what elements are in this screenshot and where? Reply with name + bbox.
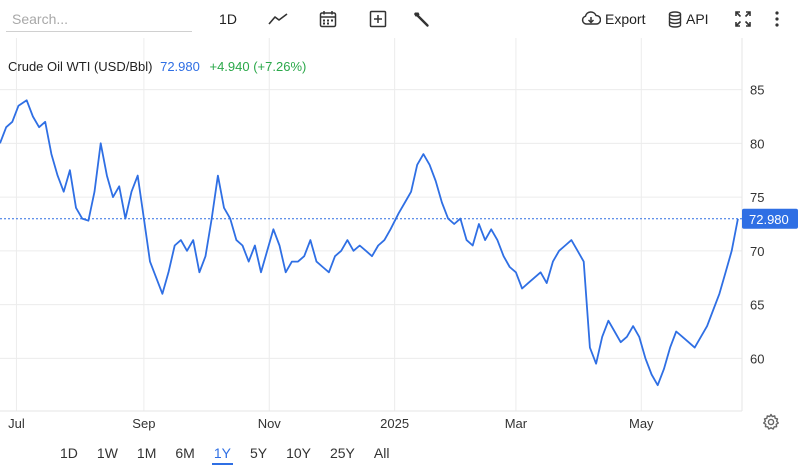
menu-button[interactable] [770, 8, 784, 30]
x-tick-label: Sep [132, 416, 155, 431]
wrench-icon [414, 12, 429, 27]
price-tag-label: 72.980 [749, 212, 789, 227]
y-tick-label: 75 [750, 190, 764, 205]
y-tick-label: 65 [750, 298, 764, 313]
add-indicator-button[interactable] [367, 8, 389, 30]
range-1w[interactable]: 1W [96, 445, 118, 461]
export-button[interactable]: Export [581, 8, 645, 30]
fullscreen-button[interactable] [733, 8, 753, 30]
line-chart-icon [268, 13, 288, 25]
x-tick-label: 2025 [380, 416, 409, 431]
range-6m[interactable]: 6M [175, 445, 195, 461]
range-1d[interactable]: 1D [60, 445, 78, 461]
price-tag: 72.980 [742, 208, 798, 229]
range-selector: 1D 1W 1M 6M 1Y 5Y 10Y 25Y All [52, 441, 400, 466]
chart-title: Crude Oil WTI (USD/Bbl) [8, 59, 152, 74]
x-tick-label: Nov [258, 416, 282, 431]
toolbar: 1D Export [0, 0, 800, 38]
x-tick-label: Mar [505, 416, 528, 431]
export-label: Export [605, 11, 646, 27]
y-axis: 60 65 70 75 80 85 [750, 83, 764, 367]
cloud-download-icon [581, 11, 601, 25]
chart-legend: Crude Oil WTI (USD/Bbl) 72.980 +4.940 (+… [8, 59, 306, 74]
y-tick-label: 80 [750, 136, 764, 151]
database-icon [668, 10, 682, 28]
x-axis: Jul Sep Nov 2025 Mar May [8, 416, 654, 431]
range-1y[interactable]: 1Y [206, 441, 239, 466]
y-tick-label: 60 [750, 351, 764, 366]
api-button[interactable]: API [668, 8, 709, 30]
chart-grid [0, 38, 742, 411]
gear-icon[interactable] [762, 413, 780, 431]
api-label: API [686, 11, 709, 27]
range-1m[interactable]: 1M [136, 445, 157, 461]
range-10y[interactable]: 10Y [286, 445, 311, 461]
chart-type-button[interactable] [266, 8, 290, 30]
x-tick-label: May [629, 416, 654, 431]
range-25y[interactable]: 25Y [329, 445, 355, 461]
y-tick-label: 85 [750, 83, 764, 98]
last-value: 72.980 [160, 59, 200, 74]
range-5y[interactable]: 5Y [249, 445, 268, 461]
interval-button[interactable]: 1D [219, 11, 237, 27]
x-tick-label: Jul [8, 416, 25, 431]
price-series-line [0, 99, 739, 387]
fullscreen-icon [735, 11, 751, 27]
range-all[interactable]: All [373, 445, 390, 461]
calendar-icon [319, 11, 337, 28]
vertical-dots-icon [775, 11, 779, 27]
search-input[interactable] [6, 6, 192, 32]
change-value: +4.940 (+7.26%) [209, 59, 306, 74]
calendar-button[interactable] [317, 8, 339, 30]
y-tick-label: 70 [750, 244, 764, 259]
plus-box-icon [369, 10, 387, 28]
tools-button[interactable] [410, 8, 432, 30]
